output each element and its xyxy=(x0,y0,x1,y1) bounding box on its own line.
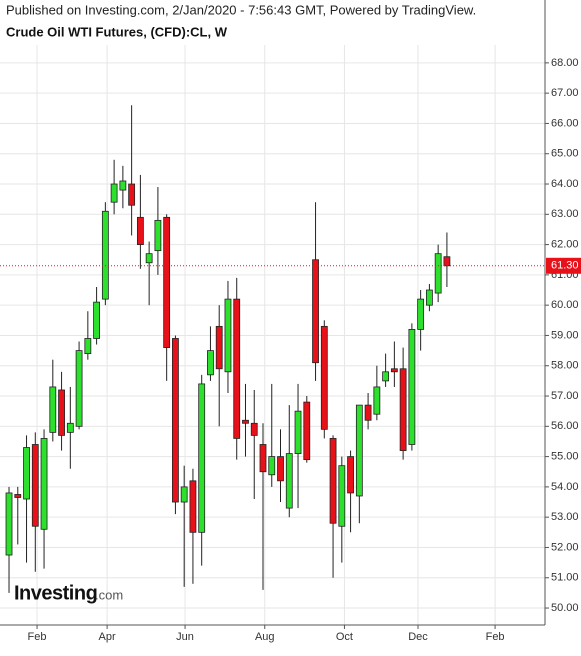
candle-body xyxy=(66,422,74,433)
chart-title: Crude Oil WTI Futures, (CFD):CL, W xyxy=(6,24,228,39)
candle-body xyxy=(443,256,451,267)
candle-body xyxy=(303,401,311,461)
candle-body xyxy=(425,289,433,306)
candle-body xyxy=(382,371,390,382)
candle-body xyxy=(417,298,425,330)
candle-body xyxy=(23,447,30,500)
candle-body xyxy=(259,444,267,473)
y-tick-label: 53.00 xyxy=(551,511,579,523)
candle-body xyxy=(364,404,372,421)
candle-body xyxy=(101,210,109,300)
y-tick-label: 54.00 xyxy=(551,481,579,493)
candle-body xyxy=(110,183,118,203)
candle-body xyxy=(119,180,127,191)
logo-suffix: .com xyxy=(95,587,123,602)
candle-body xyxy=(338,465,346,527)
y-tick-label: 64.00 xyxy=(551,178,579,190)
candle-body xyxy=(40,438,48,530)
x-tick-label: Feb xyxy=(28,631,47,643)
candle-body xyxy=(215,325,223,370)
candle-body xyxy=(355,404,363,497)
candle-body xyxy=(207,350,214,376)
y-tick-label: 60.00 xyxy=(551,299,579,311)
candle-body xyxy=(198,383,206,533)
candle-body xyxy=(145,253,153,264)
candle-body xyxy=(329,438,337,524)
candle-body xyxy=(390,368,398,373)
y-tick-label: 58.00 xyxy=(551,360,579,372)
y-tick-label: 68.00 xyxy=(551,57,579,69)
candle-body xyxy=(347,456,354,494)
candle-body xyxy=(5,492,13,556)
x-tick-label: Dec xyxy=(408,631,428,643)
candle-body xyxy=(312,259,319,364)
x-tick-label: Jun xyxy=(176,631,194,643)
y-tick-label: 52.00 xyxy=(551,541,579,553)
candle-body xyxy=(58,389,65,436)
candle-body xyxy=(434,253,442,294)
x-tick-label: Aug xyxy=(255,631,275,643)
last-price-box xyxy=(546,257,581,274)
y-tick-label: 59.00 xyxy=(551,329,579,341)
candle-body xyxy=(180,486,188,503)
y-tick-label: 50.00 xyxy=(551,602,579,614)
candle-body xyxy=(75,350,83,427)
candle-body xyxy=(268,456,276,476)
candle-body xyxy=(128,183,136,206)
candle-body xyxy=(93,301,100,339)
candle-body xyxy=(14,494,22,498)
candle-body xyxy=(294,410,302,454)
x-tick-label: Feb xyxy=(486,631,505,643)
candle-body xyxy=(408,328,416,445)
y-tick-label: 51.00 xyxy=(551,572,579,584)
y-tick-label: 67.00 xyxy=(551,87,579,99)
candle-body xyxy=(233,298,241,439)
candle-body xyxy=(136,216,144,245)
candle-body xyxy=(224,298,232,373)
x-tick-label: Oct xyxy=(336,631,353,643)
x-tick-label: Apr xyxy=(99,631,116,643)
y-tick-label: 56.00 xyxy=(551,420,579,432)
y-tick-label: 55.00 xyxy=(551,451,579,463)
logo-name: Investing xyxy=(14,582,97,604)
y-tick-label: 66.00 xyxy=(551,117,579,129)
candle-body xyxy=(189,480,197,533)
candle-body xyxy=(31,444,39,527)
y-tick-label: 57.00 xyxy=(551,390,579,402)
y-tick-label: 62.00 xyxy=(551,238,579,250)
candle-body xyxy=(320,325,328,430)
last-price-label: 61.30 xyxy=(551,260,579,272)
candle-body xyxy=(250,422,258,436)
candle-body xyxy=(285,453,293,509)
published-note: Published on Investing.com, 2/Jan/2020 -… xyxy=(6,2,476,17)
candle-body xyxy=(373,386,381,415)
candle-body xyxy=(163,216,171,348)
candle-body xyxy=(154,219,162,252)
y-tick-label: 63.00 xyxy=(551,208,579,220)
candle-body xyxy=(277,456,284,482)
candle-body xyxy=(399,368,407,451)
y-tick-label: 65.00 xyxy=(551,148,579,160)
candle-body xyxy=(84,338,92,355)
candle-body xyxy=(242,419,249,424)
candle-body xyxy=(49,386,57,433)
candle-body xyxy=(172,338,179,503)
